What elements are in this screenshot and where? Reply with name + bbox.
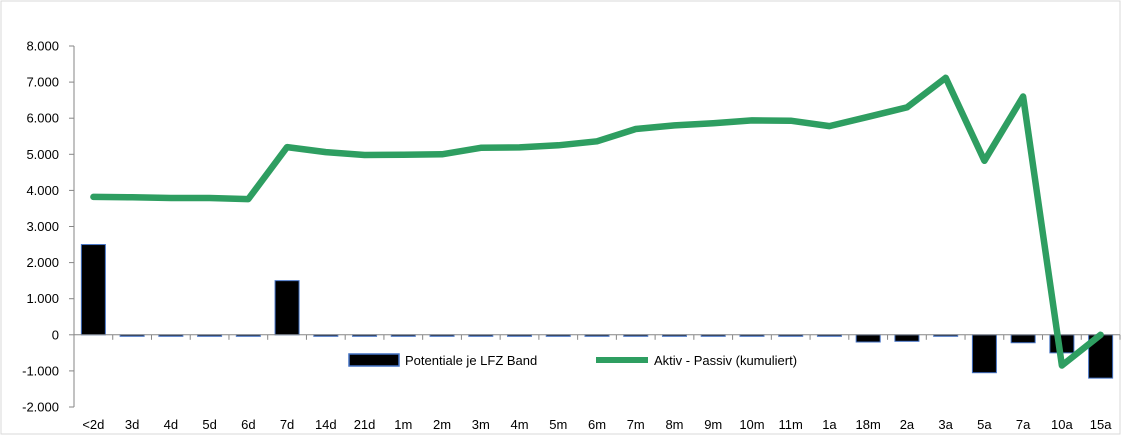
legend-bar-label: Potentiale je LFZ Band (405, 353, 537, 368)
bar (275, 281, 299, 335)
legend-line-label: Aktiv - Passiv (kumuliert) (654, 353, 797, 368)
x-tick-label: 6m (588, 417, 606, 432)
x-tick-label: 7a (1016, 417, 1031, 432)
x-tick-label: 4m (510, 417, 528, 432)
legend-bar-swatch (349, 354, 399, 366)
x-tick-label: <2d (82, 417, 104, 432)
bar (81, 245, 105, 335)
x-tick-label: 1m (394, 417, 412, 432)
x-tick-label: 7d (280, 417, 294, 432)
x-tick-label: 3a (938, 417, 953, 432)
bar (895, 335, 919, 341)
x-tick-label: 10m (739, 417, 764, 432)
x-tick-label: 5d (202, 417, 216, 432)
y-tick-label: -2.000 (22, 400, 59, 415)
bar (856, 335, 880, 342)
y-tick-label: 4.000 (26, 183, 59, 198)
x-tick-label: 18m (856, 417, 881, 432)
x-tick-label: 15a (1090, 417, 1112, 432)
y-tick-label: 0 (52, 327, 59, 342)
x-tick-label: 5m (549, 417, 567, 432)
x-tick-label: 3d (125, 417, 139, 432)
y-tick-label: 7.000 (26, 75, 59, 90)
x-tick-label: 14d (315, 417, 337, 432)
y-tick-label: 3.000 (26, 219, 59, 234)
x-tick-label: 6d (241, 417, 255, 432)
y-tick-label: 6.000 (26, 111, 59, 126)
x-tick-label: 5a (977, 417, 992, 432)
y-tick-label: -1.000 (22, 363, 59, 378)
y-tick-label: 1.000 (26, 291, 59, 306)
y-tick-label: 2.000 (26, 255, 59, 270)
y-tick-label: 8.000 (26, 39, 59, 54)
x-tick-label: 2a (900, 417, 915, 432)
x-tick-label: 9m (704, 417, 722, 432)
bar (1011, 335, 1035, 343)
x-tick-label: 11m (779, 417, 803, 432)
bar (972, 335, 996, 373)
y-tick-label: 5.000 (26, 147, 59, 162)
x-tick-label: 2m (433, 417, 451, 432)
x-tick-label: 1a (822, 417, 837, 432)
x-tick-label: 21d (354, 417, 376, 432)
x-tick-label: 8m (665, 417, 683, 432)
x-tick-label: 4d (164, 417, 178, 432)
x-tick-label: 10a (1051, 417, 1073, 432)
x-tick-label: 3m (472, 417, 490, 432)
x-tick-label: 7m (627, 417, 645, 432)
